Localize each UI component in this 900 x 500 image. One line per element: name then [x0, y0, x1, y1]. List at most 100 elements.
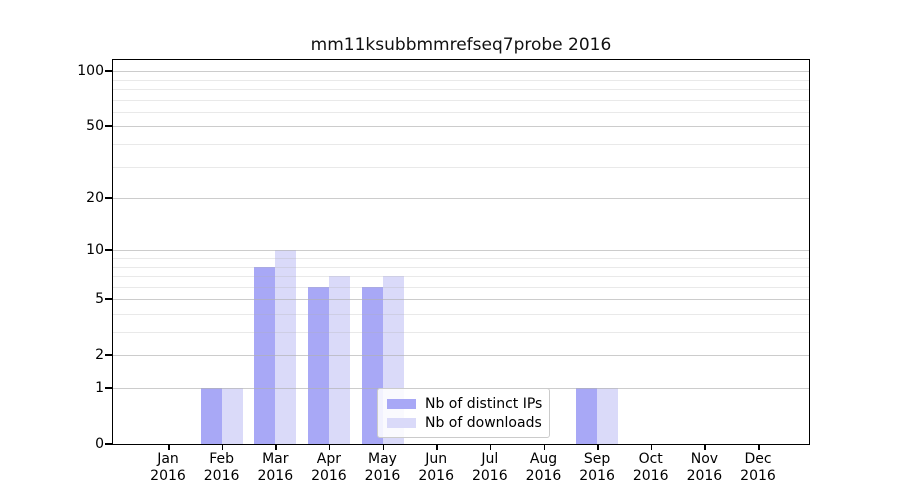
y-tick-label: 0 — [95, 436, 104, 452]
x-tick-mark — [221, 445, 224, 450]
y-gridline-minor — [113, 79, 809, 81]
x-tick-label-month: May — [368, 451, 397, 467]
bar-downloads-sep — [597, 388, 619, 444]
x-tick-label-month: Jul — [481, 451, 499, 467]
x-tick-mark — [597, 445, 599, 450]
bar-distinct-ips-mar — [254, 266, 276, 444]
x-tick-label-year: 2016 — [257, 468, 294, 484]
chart-title: mm11ksubbmmrefseq7probe 2016 — [310, 35, 612, 55]
y-tick-label: 2 — [95, 347, 104, 364]
x-tick-label: Oct 2016 — [606, 451, 696, 485]
x-tick-mark — [382, 445, 384, 450]
x-tick-label-month: Feb — [209, 451, 234, 467]
legend-swatch-distinct-ips — [387, 398, 416, 409]
y-tick-label: 20 — [86, 190, 104, 207]
x-tick-label-year: 2016 — [579, 468, 615, 484]
x-tick-mark — [489, 445, 492, 450]
x-tick-mark — [168, 445, 170, 450]
y-gridline-major — [113, 71, 809, 73]
y-tick-label: 100 — [77, 63, 104, 80]
x-tick-label-month: Sep — [583, 451, 611, 467]
bar-downloads-apr — [328, 276, 350, 444]
legend-label-distinct-ips: Nb of distinct IPs — [425, 395, 543, 412]
y-tick-label: 50 — [86, 118, 104, 135]
x-tick-label: Mar 2016 — [230, 451, 320, 485]
x-tick-label: Sep 2016 — [552, 451, 642, 485]
y-tick-mark — [105, 197, 112, 199]
y-gridline-minor — [113, 276, 809, 277]
y-gridline-major — [113, 299, 809, 301]
x-tick-mark — [436, 445, 438, 450]
y-gridline-minor — [113, 166, 809, 168]
x-tick-label: Jun 2016 — [391, 451, 481, 485]
x-tick-label-year: 2016 — [686, 468, 723, 484]
x-tick-label: Nov 2016 — [659, 451, 749, 485]
y-gridline-minor — [113, 266, 809, 268]
legend: Nb of distinct IPs Nb of downloads — [377, 388, 550, 438]
y-gridline-major — [113, 250, 809, 252]
x-tick-label-year: 2016 — [418, 468, 454, 484]
x-tick-label: Aug 2016 — [499, 451, 589, 485]
x-tick-label-month: Mar — [262, 451, 289, 467]
x-tick-mark — [704, 445, 706, 450]
y-tick-mark — [105, 354, 112, 356]
bar-downloads-feb — [221, 388, 243, 444]
x-tick-mark — [328, 445, 331, 450]
y-gridline-minor — [113, 286, 809, 288]
x-tick-label: Jul 2016 — [445, 451, 535, 485]
x-tick-label-month: Dec — [744, 451, 772, 467]
y-gridline-major — [113, 126, 809, 128]
plot-area: Nb of distinct IPs Nb of downloads — [112, 59, 810, 445]
x-tick-mark — [758, 445, 760, 450]
x-tick-label: Apr 2016 — [284, 451, 374, 485]
x-tick-mark — [275, 445, 277, 450]
x-tick-label-year: 2016 — [311, 468, 347, 484]
y-gridline-minor — [113, 89, 809, 90]
y-gridline-minor — [113, 144, 809, 145]
x-tick-label-month: Apr — [316, 451, 341, 467]
x-tick-label-month: Oct — [638, 451, 663, 467]
x-tick-label-month: Nov — [690, 451, 719, 467]
y-gridline-minor — [113, 99, 809, 101]
y-gridline-minor — [113, 111, 809, 113]
x-tick-label-year: 2016 — [740, 468, 776, 484]
bar-distinct-ips-feb — [200, 388, 222, 444]
y-tick-mark — [105, 70, 112, 72]
y-gridline-minor — [113, 258, 809, 259]
bar-distinct-ips-apr — [307, 286, 329, 444]
x-tick-mark — [650, 445, 653, 450]
y-gridline-minor — [113, 314, 809, 315]
y-gridline-major — [113, 355, 809, 357]
x-tick-label-year: 2016 — [471, 468, 508, 484]
x-tick-label-year: 2016 — [203, 468, 240, 484]
x-tick-label-year: 2016 — [364, 468, 401, 484]
y-gridline-minor — [113, 332, 809, 333]
legend-label-downloads: Nb of downloads — [425, 414, 542, 431]
x-tick-label-month: Aug — [529, 451, 558, 467]
x-tick-label-month: Jan — [157, 451, 179, 467]
legend-item-downloads: Nb of downloads — [387, 413, 542, 432]
bar-distinct-ips-sep — [576, 388, 598, 444]
x-tick-label-year: 2016 — [632, 468, 669, 484]
y-tick-label: 5 — [95, 291, 104, 308]
x-tick-label-year: 2016 — [150, 468, 186, 484]
x-tick-label: Dec 2016 — [713, 451, 803, 485]
y-tick-mark — [105, 443, 112, 445]
legend-item-distinct-ips: Nb of distinct IPs — [387, 394, 543, 413]
y-gridline-major — [113, 198, 809, 200]
x-tick-label-year: 2016 — [525, 468, 562, 484]
x-tick-label: May 2016 — [338, 451, 428, 485]
x-tick-label: Feb 2016 — [177, 451, 267, 485]
y-tick-mark — [105, 125, 112, 127]
x-tick-label-month: Jun — [425, 451, 448, 467]
legend-swatch-downloads — [387, 417, 416, 428]
x-tick-label: Jan 2016 — [123, 451, 213, 485]
bar-downloads-mar — [275, 250, 297, 444]
y-tick-label: 10 — [86, 242, 104, 259]
x-tick-mark — [543, 445, 545, 450]
y-tick-mark — [105, 249, 112, 251]
y-tick-mark — [105, 387, 112, 389]
y-tick-mark — [105, 298, 112, 300]
y-tick-label: 1 — [95, 380, 104, 396]
